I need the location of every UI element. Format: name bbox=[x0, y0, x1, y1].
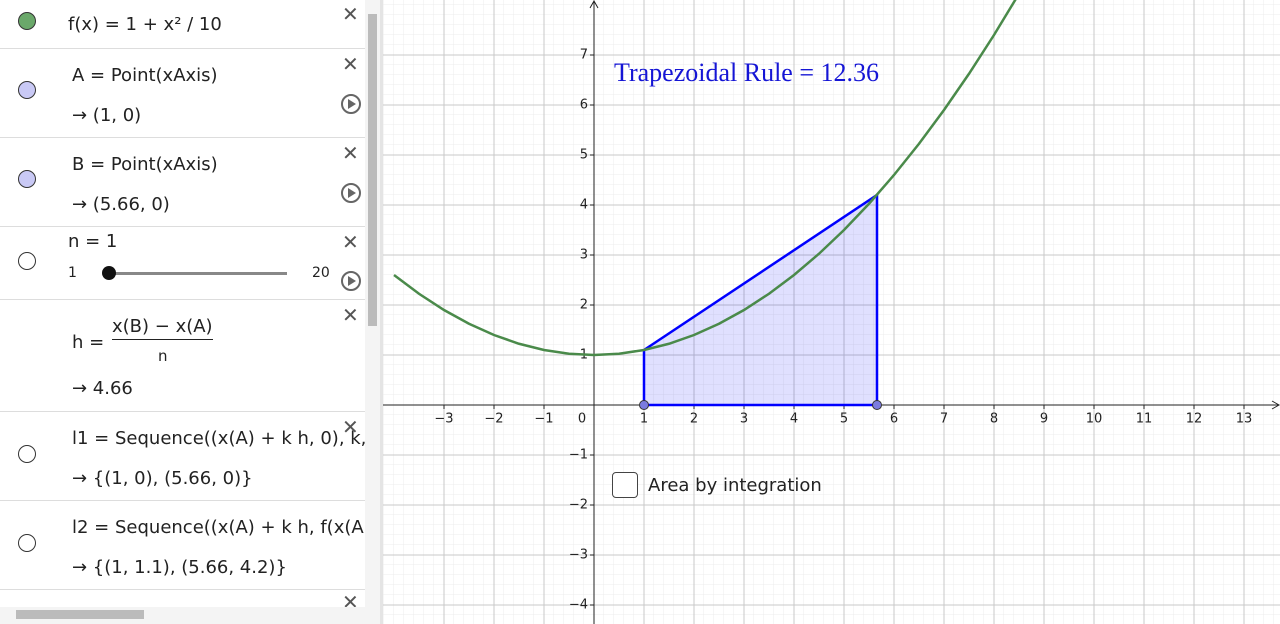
definition: l1 = Sequence((x(A) + k h, 0), k, ( bbox=[72, 428, 365, 449]
visibility-toggle[interactable] bbox=[18, 252, 36, 270]
visibility-toggle[interactable] bbox=[18, 445, 36, 463]
algebra-item[interactable]: B = Point(xAxis) → (5.66, 0) ✕ bbox=[0, 138, 365, 227]
x-tick-label: 4 bbox=[790, 412, 798, 427]
y-tick-label: −3 bbox=[569, 548, 588, 563]
graphics-view[interactable]: −3 −2 −1 0 1 2 3 4 5 6 7 8 9 10 11 12 13−4−3−2−11234567 … bbox=[383, 0, 1280, 624]
algebra-item[interactable]: l2 = Sequence((x(A) + k h, f(x(A) → {(1,… bbox=[0, 501, 365, 590]
algebra-item[interactable]: n = 1 1 20 ✕ bbox=[0, 227, 365, 300]
scroll-thumb[interactable] bbox=[368, 14, 377, 326]
y-tick-label: −1 bbox=[569, 448, 588, 463]
scroll-thumb[interactable] bbox=[16, 610, 144, 619]
x-tick-label: 12 bbox=[1186, 412, 1203, 427]
visibility-toggle[interactable] bbox=[18, 534, 36, 552]
definition: A = Point(xAxis) bbox=[72, 65, 218, 86]
y-axis-arrow bbox=[589, 0, 599, 9]
x-tick-label: 8 bbox=[990, 412, 998, 427]
y-tick-label: 5 bbox=[580, 148, 588, 163]
algebra-item[interactable]: l1 = Sequence((x(A) + k h, 0), k, ( → {(… bbox=[0, 412, 365, 501]
delete-button[interactable]: ✕ bbox=[342, 415, 359, 439]
delete-button[interactable]: ✕ bbox=[342, 52, 359, 76]
slider-min: 1 bbox=[68, 265, 77, 281]
x-axis-arrow bbox=[1271, 400, 1280, 410]
x-tick-label: 1 bbox=[640, 412, 648, 427]
x-tick-label: 10 bbox=[1086, 412, 1103, 427]
x-tick-label: 6 bbox=[890, 412, 898, 427]
definition: B = Point(xAxis) bbox=[72, 154, 218, 175]
x-tick-label: 0 bbox=[578, 412, 586, 427]
visibility-toggle[interactable] bbox=[18, 170, 36, 188]
y-tick-label: 4 bbox=[580, 198, 588, 213]
value: → {(1, 0), (5.66, 0)} bbox=[72, 468, 253, 489]
delete-button[interactable]: ✕ bbox=[342, 230, 359, 254]
point bbox=[639, 400, 649, 410]
algebra-item[interactable]: h = x(B) − x(A) n → 4.66 ✕ bbox=[0, 300, 365, 412]
point bbox=[872, 400, 882, 410]
denominator: n bbox=[158, 347, 168, 365]
x-tick-label: 13 bbox=[1236, 412, 1253, 427]
definition: n = 1 bbox=[68, 231, 118, 252]
slider-track[interactable] bbox=[109, 272, 287, 275]
y-tick-label: 7 bbox=[580, 48, 588, 63]
x-tick-label: 9 bbox=[1040, 412, 1048, 427]
play-button[interactable] bbox=[341, 183, 361, 203]
play-button[interactable] bbox=[341, 271, 361, 291]
x-tick-label: 5 bbox=[840, 412, 848, 427]
delete-button[interactable]: ✕ bbox=[342, 141, 359, 165]
definition: l2 = Sequence((x(A) + k h, f(x(A) bbox=[72, 517, 365, 538]
minor-grid bbox=[383, 0, 1280, 624]
x-tick-label: 7 bbox=[940, 412, 948, 427]
x-tick-label: 2 bbox=[690, 412, 698, 427]
x-tick-label: −3 bbox=[434, 412, 453, 427]
definition: h = bbox=[72, 332, 105, 353]
value: → (5.66, 0) bbox=[72, 194, 170, 215]
delete-button[interactable]: ✕ bbox=[342, 2, 359, 26]
y-tick-label: −4 bbox=[569, 598, 588, 613]
y-tick-label: 2 bbox=[580, 298, 588, 313]
visibility-toggle[interactable] bbox=[18, 12, 36, 30]
x-tick-label: 11 bbox=[1136, 412, 1153, 427]
value: → 4.66 bbox=[72, 378, 133, 399]
definition: f(x) = 1 + x² / 10 bbox=[68, 14, 222, 35]
function-curve bbox=[393, 0, 1017, 357]
algebra-view: f(x) = 1 + x² / 10 ✕ A = Point(xAxis) → … bbox=[0, 0, 365, 607]
text-label: Trapezoidal Rule = 12.36 bbox=[614, 58, 879, 87]
x-tick-label: −1 bbox=[534, 412, 553, 427]
play-button[interactable] bbox=[341, 94, 361, 114]
panel-divider[interactable] bbox=[380, 0, 383, 624]
algebra-item[interactable]: f(x) = 1 + x² / 10 ✕ bbox=[0, 0, 365, 49]
slider-max: 20 bbox=[312, 265, 330, 281]
delete-button[interactable]: ✕ bbox=[342, 590, 359, 607]
numerator: x(B) − x(A) bbox=[112, 316, 213, 340]
y-tick-label: 6 bbox=[580, 98, 588, 113]
y-tick-label: 3 bbox=[580, 248, 588, 263]
delete-button[interactable]: ✕ bbox=[342, 303, 359, 327]
slider-knob[interactable] bbox=[102, 266, 116, 280]
y-tick-label: −2 bbox=[569, 498, 588, 513]
checkbox[interactable] bbox=[612, 472, 638, 498]
checkbox-label[interactable]: Area by integration bbox=[648, 475, 822, 496]
algebra-item[interactable]: A = Point(xAxis) → (1, 0) ✕ bbox=[0, 49, 365, 138]
value: → (1, 0) bbox=[72, 105, 142, 126]
value: → {(1, 1.1), (5.66, 4.2)} bbox=[72, 557, 287, 578]
x-tick-label: −2 bbox=[484, 412, 503, 427]
x-tick-label: 3 bbox=[740, 412, 748, 427]
visibility-toggle[interactable] bbox=[18, 81, 36, 99]
